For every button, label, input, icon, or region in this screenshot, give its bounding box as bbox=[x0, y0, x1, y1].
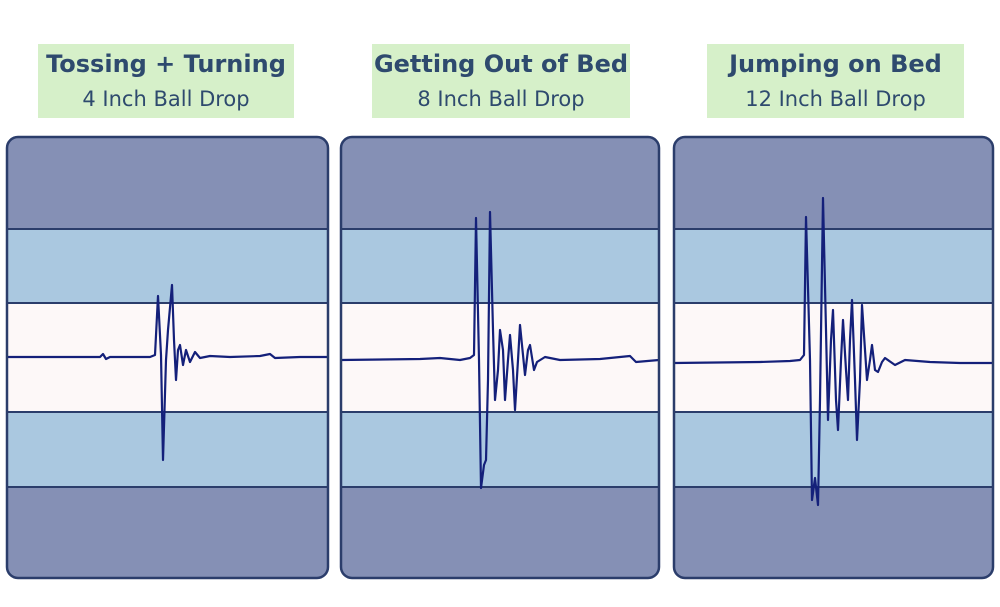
layer bbox=[674, 412, 993, 487]
layer bbox=[7, 137, 328, 229]
panel-title: Tossing + Turning bbox=[46, 50, 286, 78]
panel-title: Jumping on Bed bbox=[727, 50, 942, 78]
panel-border bbox=[672, 135, 995, 580]
panel-border bbox=[5, 135, 330, 580]
panel-title: Getting Out of Bed bbox=[374, 50, 628, 78]
panel-subtitle: 12 Inch Ball Drop bbox=[745, 87, 926, 111]
layer bbox=[341, 229, 659, 303]
panel-subtitle: 8 Inch Ball Drop bbox=[417, 87, 584, 111]
layer bbox=[7, 412, 328, 487]
layer bbox=[674, 487, 993, 578]
layer bbox=[7, 229, 328, 303]
label-box bbox=[38, 44, 294, 118]
panel-border bbox=[339, 135, 661, 580]
panel-subtitle: 4 Inch Ball Drop bbox=[82, 87, 249, 111]
vibration-wave bbox=[341, 210, 659, 490]
vibration-wave bbox=[7, 283, 328, 462]
mattress-panel bbox=[341, 137, 659, 578]
layer bbox=[341, 487, 659, 578]
layer bbox=[341, 137, 659, 229]
mattress-panel bbox=[7, 137, 328, 578]
mattress-panel bbox=[674, 137, 993, 578]
label-box bbox=[707, 44, 964, 118]
layer bbox=[674, 229, 993, 303]
layer bbox=[674, 137, 993, 229]
layer bbox=[341, 412, 659, 487]
vibration-wave bbox=[674, 196, 993, 507]
layer bbox=[7, 487, 328, 578]
label-box bbox=[372, 44, 630, 118]
